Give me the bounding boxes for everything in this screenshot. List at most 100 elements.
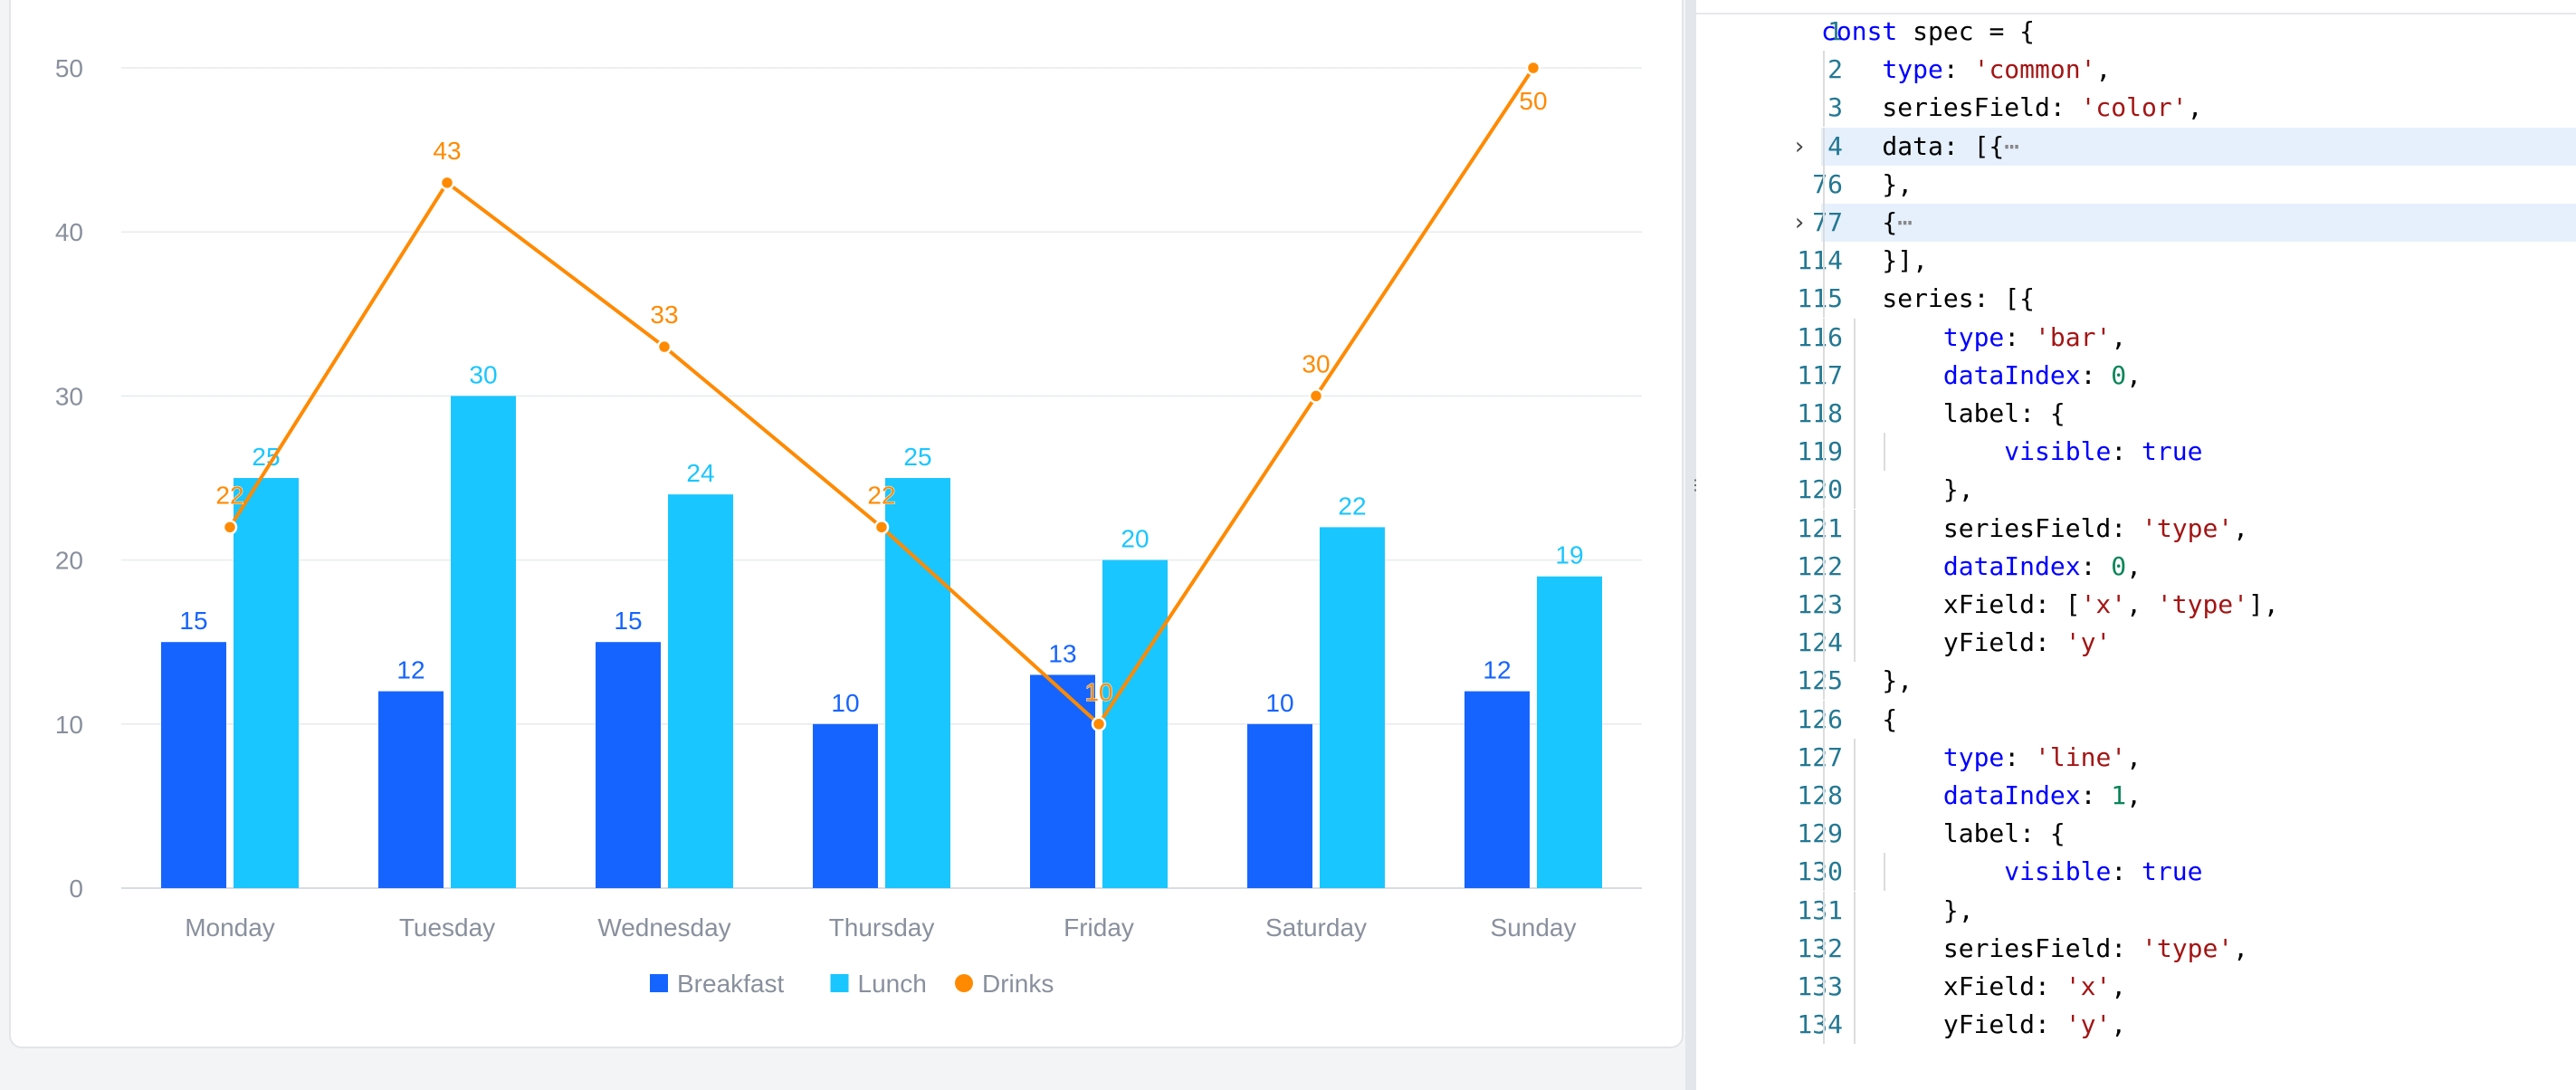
code-line[interactable]: 133 xField: 'x', — [1696, 968, 2576, 1006]
legend-marker-breakfast — [650, 974, 668, 992]
line-point — [873, 520, 890, 535]
bar-data-label: 13 — [1048, 639, 1076, 667]
indent-guide — [1823, 662, 1825, 701]
bar-data-label: 12 — [396, 656, 425, 684]
code-line[interactable]: 129 label: { — [1696, 815, 2576, 854]
legend-label-lunch: Lunch — [858, 970, 927, 998]
line-number: 124 — [1797, 627, 1843, 658]
line-number: 129 — [1797, 818, 1843, 849]
code-line[interactable]: 114 }], — [1696, 242, 2576, 281]
code-line[interactable]: 132 seriesField: 'type', — [1696, 929, 2576, 968]
bar-breakfast — [1030, 674, 1095, 888]
code-text: type: 'line', — [1942, 741, 2142, 772]
indent-guide — [1823, 356, 1825, 395]
code-line[interactable]: 4 › data: [{⋯ — [1696, 127, 2576, 166]
x-tick-label: Friday — [1064, 913, 1134, 942]
line-number: 133 — [1797, 971, 1843, 1001]
indent-guide — [1823, 1006, 1825, 1045]
code-line[interactable]: 125 }, — [1696, 662, 2576, 701]
code-line[interactable]: 2 type: 'common', — [1696, 51, 2576, 90]
code-line[interactable]: 128 dataIndex: 1, — [1696, 777, 2576, 815]
indent-guide — [1823, 891, 1825, 930]
x-tick-label: Thursday — [829, 913, 935, 942]
fold-chevron-icon[interactable]: › — [1792, 132, 1807, 160]
indent-guide — [1853, 395, 1856, 433]
line-number: 123 — [1797, 589, 1843, 619]
line-number: 77 — [1812, 207, 1843, 237]
code-line[interactable]: 76 }, — [1696, 165, 2576, 204]
indent-guide — [1823, 51, 1825, 90]
bar-breakfast — [161, 642, 226, 888]
bar-breakfast — [596, 642, 661, 888]
code-line[interactable]: 126 { — [1696, 700, 2576, 739]
code-line[interactable]: 124 yField: 'y' — [1696, 624, 2576, 663]
code-line[interactable]: 116 type: 'bar', — [1696, 318, 2576, 357]
bar-data-label: 22 — [1338, 492, 1366, 520]
bar-breakfast — [1465, 691, 1530, 888]
y-tick-label: 50 — [55, 54, 83, 82]
code-line[interactable]: 117 dataIndex: 0, — [1696, 356, 2576, 395]
line-highlight — [1821, 204, 2576, 242]
code-line[interactable]: 120 }, — [1696, 471, 2576, 510]
line-point — [1308, 388, 1324, 404]
code-line[interactable]: 131 }, — [1696, 891, 2576, 930]
code-text: }, — [1821, 894, 1974, 925]
code-line[interactable]: 3 seriesField: 'color', — [1696, 89, 2576, 128]
code-line[interactable]: 123 xField: ['x', 'type'], — [1696, 586, 2576, 624]
x-tick-label: Saturday — [1265, 913, 1367, 942]
indent-guide — [1853, 547, 1856, 586]
code-editor[interactable]: 1 const spec = {2 type: 'common', 3 series… — [1696, 0, 2576, 1090]
drag-handle-icon[interactable]: ⋮ — [1688, 476, 1703, 493]
legend-label-drinks: Drinks — [982, 970, 1054, 998]
indent-guide — [1853, 891, 1856, 930]
fold-chevron-icon[interactable]: › — [1792, 209, 1807, 236]
line-data-label: 22 — [215, 481, 243, 509]
code-text: type: 'common', — [1882, 54, 2112, 85]
line-number: 116 — [1797, 321, 1843, 352]
code-text: dataIndex: 0, — [1942, 359, 2142, 390]
code-text: label: { — [1821, 398, 2066, 428]
line-number: 132 — [1797, 932, 1843, 963]
code-text: }, — [1821, 665, 1913, 696]
indent-guide — [1853, 509, 1856, 548]
line-number: 76 — [1812, 168, 1843, 199]
line-number: 122 — [1797, 550, 1843, 581]
indent-guide — [1853, 853, 1856, 892]
indent-guide — [1823, 127, 1825, 166]
code-line[interactable]: 119 visible: true — [1696, 433, 2576, 472]
code-text: data: [{⋯ — [1821, 130, 2020, 161]
indent-guide — [1823, 280, 1825, 319]
code-text: yField: 'y' — [1821, 627, 2112, 658]
x-tick-label: Sunday — [1491, 913, 1577, 942]
line-number: 117 — [1797, 359, 1843, 390]
code-text: yField: 'y', — [1821, 1009, 2127, 1040]
indent-guide — [1823, 586, 1825, 624]
code-line[interactable]: 130 visible: true — [1696, 853, 2576, 892]
indent-guide — [1823, 165, 1825, 204]
code-line[interactable]: 1 const spec = { — [1696, 13, 2576, 51]
indent-guide — [1823, 853, 1825, 892]
code-line[interactable]: 115 series: [{ — [1696, 280, 2576, 319]
line-point — [222, 520, 238, 535]
bar-lunch — [451, 396, 516, 888]
code-line[interactable]: 77 › {⋯ — [1696, 204, 2576, 242]
code-line[interactable]: 122 dataIndex: 0, — [1696, 547, 2576, 586]
code-line[interactable]: 134 yField: 'y', — [1696, 1006, 2576, 1045]
line-number: 125 — [1797, 665, 1843, 696]
code-text: xField: ['x', 'type'], — [1821, 589, 2279, 619]
line-number: 128 — [1797, 780, 1843, 810]
indent-guide — [1823, 815, 1825, 854]
line-number: 115 — [1797, 283, 1843, 314]
code-line[interactable]: 121 seriesField: 'type', — [1696, 509, 2576, 548]
chart-pane: 0 10 20 30 40 50 Monday Tuesday Wednesday Thursda… — [0, 0, 1685, 1090]
bar-data-label: 19 — [1555, 541, 1583, 569]
indent-guide — [1823, 509, 1825, 548]
editor-top-border — [1696, 13, 2576, 14]
indent-guide — [1823, 395, 1825, 433]
code-text: series: [{ — [1821, 283, 2036, 314]
line-number: 126 — [1797, 703, 1843, 734]
code-text: seriesField: 'type', — [1821, 512, 2249, 543]
code-line[interactable]: 127 type: 'line', — [1696, 738, 2576, 777]
code-line[interactable]: 118 label: { — [1696, 395, 2576, 433]
pane-splitter[interactable]: ⋮ — [1685, 0, 1703, 1090]
